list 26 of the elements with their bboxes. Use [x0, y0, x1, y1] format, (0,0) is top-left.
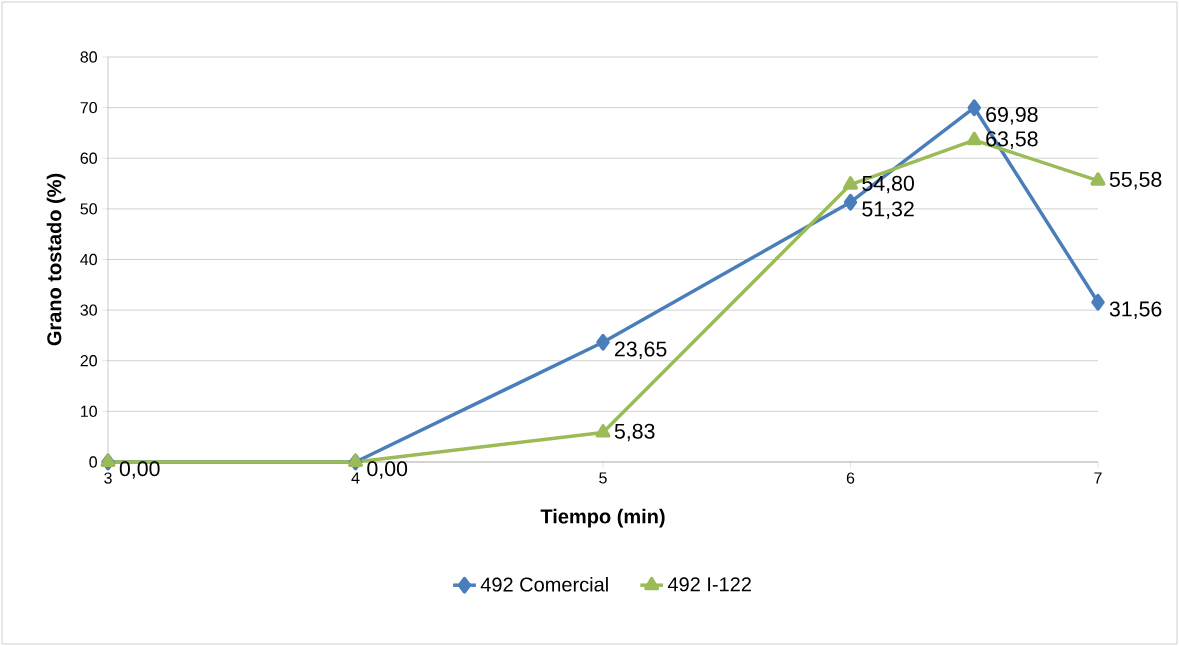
- data-label: 51,32: [862, 201, 914, 219]
- x-tick-label: 4: [351, 472, 360, 484]
- y-tick-label: 0: [89, 456, 97, 468]
- data-label: 5,83: [614, 423, 655, 442]
- legend-label: 492 I-122: [667, 577, 751, 592]
- y-tick-label: 60: [80, 152, 97, 164]
- data-label: 55,58: [1109, 171, 1162, 190]
- data-label: 23,65: [615, 341, 667, 360]
- x-tick-label: 5: [599, 472, 607, 484]
- y-tick-label: 80: [80, 51, 97, 63]
- legend-label: 492 Comercial: [480, 576, 608, 592]
- data-label: 69,98: [986, 106, 1038, 125]
- y-axis-title: Grano tostado (%): [46, 173, 66, 346]
- y-tick-label: 50: [80, 203, 97, 215]
- data-label: 31,56: [1109, 301, 1162, 320]
- x-tick-label: 3: [104, 472, 112, 484]
- data-label: 0,00: [367, 461, 408, 479]
- y-tick-label: 40: [80, 253, 97, 266]
- x-tick-label: 6: [846, 472, 855, 484]
- x-axis-title: Tiempo (min): [540, 508, 665, 528]
- data-label: 0,00: [119, 461, 160, 479]
- x-tick-label: 7: [1094, 472, 1102, 484]
- y-tick-label: 10: [81, 405, 97, 418]
- y-tick-label: 70: [80, 101, 97, 114]
- y-tick-label: 20: [80, 355, 97, 367]
- y-tick-label: 30: [80, 304, 97, 316]
